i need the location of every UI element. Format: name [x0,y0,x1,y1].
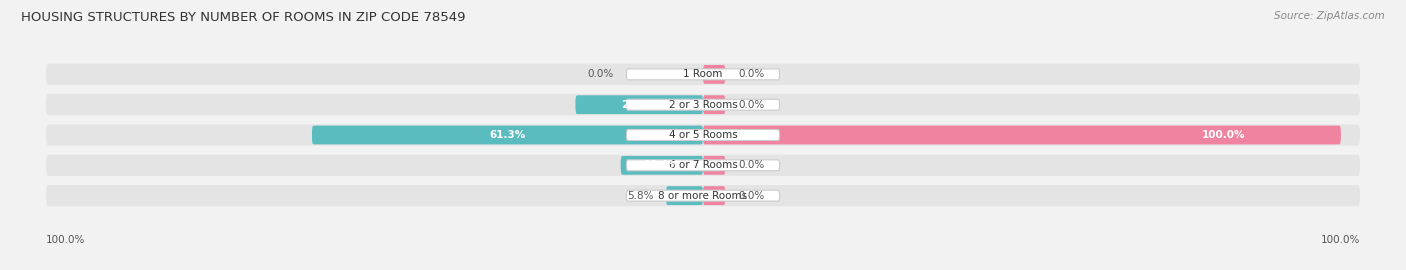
Text: Source: ZipAtlas.com: Source: ZipAtlas.com [1274,11,1385,21]
FancyBboxPatch shape [703,156,725,175]
FancyBboxPatch shape [627,130,779,140]
FancyBboxPatch shape [703,126,1341,144]
Text: 0.0%: 0.0% [738,191,765,201]
Text: 0.0%: 0.0% [588,69,613,79]
FancyBboxPatch shape [312,126,703,144]
Text: 4 or 5 Rooms: 4 or 5 Rooms [669,130,737,140]
Text: 100.0%: 100.0% [46,235,86,245]
Text: 1 Room: 1 Room [683,69,723,79]
FancyBboxPatch shape [620,156,703,175]
Text: 61.3%: 61.3% [489,130,526,140]
Text: 12.9%: 12.9% [644,160,681,170]
Text: 8 or more Rooms: 8 or more Rooms [658,191,748,201]
Text: 100.0%: 100.0% [1320,235,1360,245]
FancyBboxPatch shape [703,65,725,84]
Text: 20.0%: 20.0% [621,100,658,110]
FancyBboxPatch shape [46,64,1360,85]
FancyBboxPatch shape [666,186,703,205]
FancyBboxPatch shape [46,185,1360,206]
FancyBboxPatch shape [627,69,779,80]
Text: 100.0%: 100.0% [1202,130,1246,140]
Text: 2 or 3 Rooms: 2 or 3 Rooms [669,100,737,110]
FancyBboxPatch shape [627,160,779,171]
FancyBboxPatch shape [703,186,725,205]
FancyBboxPatch shape [703,95,725,114]
FancyBboxPatch shape [46,155,1360,176]
FancyBboxPatch shape [46,94,1360,115]
Text: HOUSING STRUCTURES BY NUMBER OF ROOMS IN ZIP CODE 78549: HOUSING STRUCTURES BY NUMBER OF ROOMS IN… [21,11,465,24]
FancyBboxPatch shape [46,124,1360,146]
Text: 6 or 7 Rooms: 6 or 7 Rooms [669,160,737,170]
Text: 0.0%: 0.0% [738,100,765,110]
FancyBboxPatch shape [627,190,779,201]
Text: 0.0%: 0.0% [738,69,765,79]
Text: 0.0%: 0.0% [738,160,765,170]
Text: 5.8%: 5.8% [627,191,654,201]
FancyBboxPatch shape [575,95,703,114]
FancyBboxPatch shape [627,99,779,110]
